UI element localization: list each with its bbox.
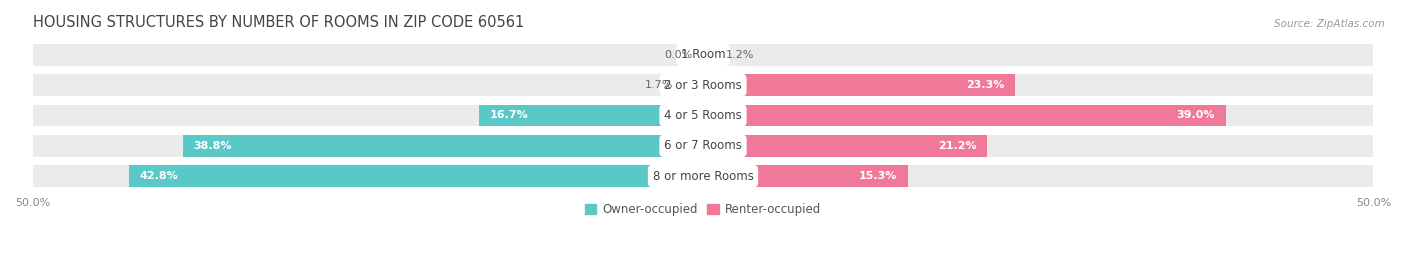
Text: 8 or more Rooms: 8 or more Rooms bbox=[652, 170, 754, 183]
Text: 23.3%: 23.3% bbox=[966, 80, 1005, 90]
Text: 39.0%: 39.0% bbox=[1177, 111, 1215, 121]
Bar bbox=[183, 135, 703, 157]
Text: 2 or 3 Rooms: 2 or 3 Rooms bbox=[664, 79, 742, 92]
Bar bbox=[32, 44, 1374, 66]
Bar bbox=[703, 74, 1015, 96]
Legend: Owner-occupied, Renter-occupied: Owner-occupied, Renter-occupied bbox=[579, 199, 827, 221]
Bar bbox=[703, 135, 987, 157]
Bar bbox=[32, 165, 1374, 187]
Text: HOUSING STRUCTURES BY NUMBER OF ROOMS IN ZIP CODE 60561: HOUSING STRUCTURES BY NUMBER OF ROOMS IN… bbox=[32, 15, 524, 30]
Text: 0.0%: 0.0% bbox=[664, 50, 692, 60]
Bar bbox=[703, 44, 718, 66]
Bar bbox=[32, 74, 1374, 96]
Text: 4 or 5 Rooms: 4 or 5 Rooms bbox=[664, 109, 742, 122]
Text: 15.3%: 15.3% bbox=[859, 171, 897, 181]
Text: Source: ZipAtlas.com: Source: ZipAtlas.com bbox=[1274, 19, 1385, 29]
Text: 1.7%: 1.7% bbox=[645, 80, 673, 90]
Text: 38.8%: 38.8% bbox=[194, 141, 232, 151]
Bar bbox=[32, 105, 1374, 126]
Bar bbox=[32, 135, 1374, 157]
Bar bbox=[703, 165, 908, 187]
Text: 6 or 7 Rooms: 6 or 7 Rooms bbox=[664, 139, 742, 152]
Bar bbox=[479, 105, 703, 126]
Text: 42.8%: 42.8% bbox=[139, 171, 179, 181]
Bar bbox=[703, 105, 1226, 126]
Bar bbox=[129, 165, 703, 187]
Text: 21.2%: 21.2% bbox=[938, 141, 977, 151]
Text: 16.7%: 16.7% bbox=[489, 111, 529, 121]
Text: 1.2%: 1.2% bbox=[725, 50, 754, 60]
Bar bbox=[681, 74, 703, 96]
Text: 1 Room: 1 Room bbox=[681, 48, 725, 61]
